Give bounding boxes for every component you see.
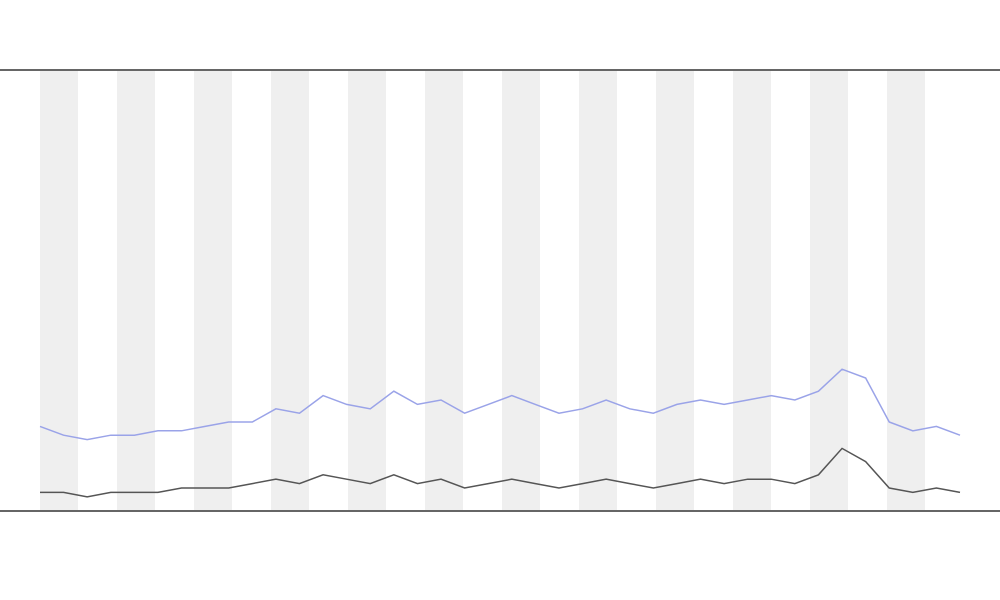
series-line [40, 447, 961, 498]
band [425, 71, 463, 510]
band [502, 71, 540, 510]
band [117, 71, 155, 510]
band [271, 71, 309, 510]
band [887, 71, 925, 510]
band [579, 71, 617, 510]
band [348, 71, 386, 510]
band [194, 71, 232, 510]
band [733, 71, 771, 510]
series-line [39, 368, 961, 441]
background-bands [40, 71, 925, 510]
band [810, 71, 848, 510]
band [40, 71, 78, 510]
band [656, 71, 694, 510]
